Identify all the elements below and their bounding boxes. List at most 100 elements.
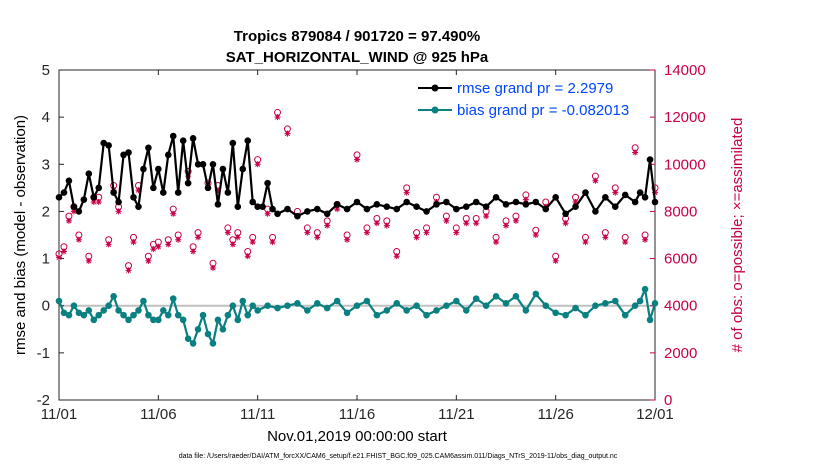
bias-point (532, 290, 540, 298)
bias-point (462, 307, 470, 314)
bias-point (239, 297, 247, 305)
y2-tick-label: 12000 (664, 109, 706, 126)
y2-axis-label: # of obs: o=possible; ×=assimilated (729, 118, 746, 353)
obs-assimilated-point (532, 232, 539, 238)
x-tick-label: 11/16 (339, 406, 375, 423)
obs-assimilated-point (224, 229, 231, 236)
obs-assimilated-point (195, 234, 202, 241)
obs-assimilated-point (244, 253, 251, 260)
bias-point (323, 304, 331, 312)
rmse-point (383, 203, 391, 211)
obs-assimilated-point (130, 239, 137, 246)
obs-assimilated-point (155, 243, 162, 250)
rmse-point (646, 156, 654, 163)
rmse-point (333, 201, 341, 208)
obs-assimilated-point (105, 241, 112, 248)
rmse-point (304, 208, 311, 215)
bias-point (199, 311, 207, 319)
bias-point (155, 316, 162, 324)
obs-assimilated-point (314, 234, 321, 241)
rmse-point (363, 205, 371, 213)
rmse-point (135, 203, 142, 211)
legend-rmse-label: rmse grand pr = 2.2979 (457, 80, 613, 97)
bias-point (55, 297, 63, 305)
y2-tick-label: 0 (664, 392, 672, 409)
rmse-point (269, 205, 276, 213)
y-axis-label: rmse and bias (model - observation) (12, 115, 29, 355)
rmse-point (353, 198, 361, 206)
obs-assimilated-point (612, 189, 619, 196)
rmse-point (482, 203, 490, 211)
bias-point (65, 311, 73, 319)
rmse-point (70, 203, 78, 211)
rmse-point (179, 137, 187, 145)
obs-assimilated-point (95, 199, 102, 205)
rmse-point (110, 189, 117, 196)
bias-point (229, 302, 237, 310)
bias-point (60, 309, 68, 317)
obs-assimilated-point (403, 189, 410, 196)
bias-point (105, 302, 112, 310)
obs-assimilated-point (60, 248, 67, 255)
bias-point (453, 297, 460, 305)
rmse-series (55, 132, 659, 220)
bias-point (373, 311, 381, 319)
chart-title: Tropics 879084 / 901720 = 97.490% (234, 28, 480, 45)
rmse-point (234, 203, 242, 211)
rmse-point (140, 165, 147, 173)
rmse-point (532, 198, 540, 206)
y-tick-label: 0 (42, 298, 50, 315)
bias-point (85, 307, 93, 314)
bias-point (145, 311, 152, 319)
rmse-point (343, 205, 351, 213)
y2-tick-label: 8000 (664, 203, 697, 220)
obs-assimilated-point (175, 236, 182, 243)
bias-point (313, 300, 321, 307)
bias-point (95, 311, 103, 319)
obs-assimilated-point (373, 220, 380, 227)
bias-point (592, 302, 599, 310)
bias-point (621, 311, 629, 319)
obs-assimilated-point (443, 217, 450, 224)
obs-assimilated-point (209, 265, 216, 271)
rmse-point (636, 189, 644, 196)
rmse-point (423, 208, 430, 215)
x-tick-label: 11/06 (140, 406, 176, 423)
rmse-point (284, 205, 291, 213)
bias-point (135, 307, 142, 314)
rmse-point (214, 201, 222, 208)
bias-point (502, 300, 510, 307)
bias-point (443, 302, 450, 310)
rmse-point (244, 137, 252, 145)
rmse-point (602, 193, 609, 201)
rmse-point (502, 201, 510, 208)
obs-assimilated-point (592, 177, 599, 184)
rmse-point (582, 189, 589, 196)
bias-point (294, 300, 301, 307)
obs-assimilated-point (512, 217, 519, 224)
rmse-point (65, 177, 73, 185)
obs-assimilated-point (354, 156, 360, 163)
bias-point (552, 309, 559, 317)
bias-point (184, 335, 192, 343)
rmse-point (433, 201, 440, 208)
y-tick-label: 2 (42, 203, 50, 220)
obs-assimilated-point (572, 199, 579, 205)
rmse-point (80, 196, 88, 203)
rmse-point (145, 144, 152, 152)
bias-point (636, 297, 644, 305)
obs-assimilated-point (269, 239, 276, 246)
rmse-point (130, 193, 137, 201)
bias-point (130, 311, 137, 319)
rmse-point (194, 160, 202, 168)
obs-assimilated-point (503, 222, 509, 229)
obs-assimilated-point (70, 208, 77, 215)
bias-point (179, 316, 187, 324)
rmse-point (443, 198, 450, 206)
bias-point (160, 307, 167, 314)
obs-assimilated-point (85, 257, 92, 264)
obs-assimilated-point (463, 220, 470, 227)
bias-point (244, 311, 252, 319)
obs-assimilated-point (90, 199, 97, 205)
